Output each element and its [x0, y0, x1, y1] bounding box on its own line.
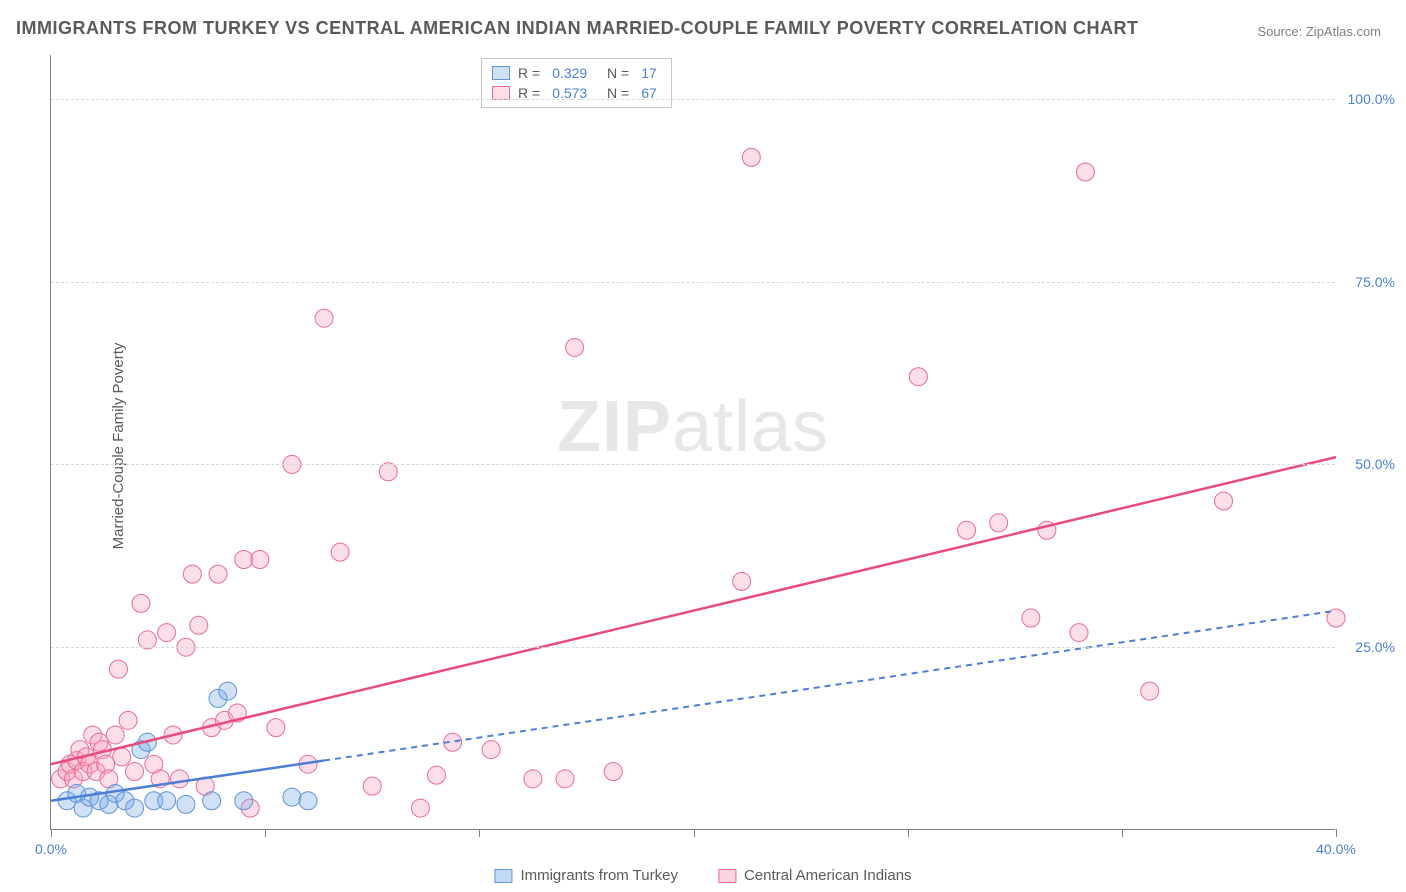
x-tick-label: 40.0% — [1316, 841, 1356, 857]
data-point — [1076, 163, 1094, 181]
gridline — [51, 99, 1335, 100]
data-point — [958, 521, 976, 539]
x-tick — [265, 829, 266, 837]
x-tick — [1122, 829, 1123, 837]
data-point — [1022, 609, 1040, 627]
data-point — [411, 799, 429, 817]
data-point — [126, 799, 144, 817]
legend-n-value: 17 — [641, 65, 657, 81]
data-point — [183, 565, 201, 583]
legend-series-label: Central American Indians — [744, 867, 912, 884]
data-point — [119, 711, 137, 729]
legend-r-label: R = — [518, 65, 540, 81]
x-tick — [1336, 829, 1337, 837]
data-point — [219, 682, 237, 700]
data-point — [363, 777, 381, 795]
data-point — [524, 770, 542, 788]
data-point — [299, 792, 317, 810]
chart-title: IMMIGRANTS FROM TURKEY VS CENTRAL AMERIC… — [16, 18, 1139, 39]
x-tick-label: 0.0% — [35, 841, 67, 857]
data-point — [106, 726, 124, 744]
data-point — [109, 660, 127, 678]
gridline — [51, 647, 1335, 648]
data-point — [267, 719, 285, 737]
data-point — [331, 543, 349, 561]
data-point — [251, 550, 269, 568]
x-tick — [51, 829, 52, 837]
data-point — [283, 788, 301, 806]
legend-swatch — [718, 869, 736, 883]
gridline — [51, 282, 1335, 283]
source-label: Source: ZipAtlas.com — [1257, 24, 1381, 39]
x-tick — [479, 829, 480, 837]
plot-area: ZIPatlas R =0.329 N =17R =0.573 N =67 25… — [50, 55, 1335, 830]
legend-correlation: R = 0.329 N = 17 R =0.573 N =67 — [481, 58, 672, 108]
legend-n-label: N = — [599, 65, 629, 81]
data-point — [428, 766, 446, 784]
y-tick-label: 100.0% — [1348, 91, 1395, 107]
chart-svg — [51, 55, 1335, 829]
data-point — [203, 792, 221, 810]
legend-correlation-row: R = 0.329 N = 17 — [492, 63, 661, 83]
data-point — [733, 572, 751, 590]
trend-line-dashed — [324, 611, 1336, 761]
data-point — [235, 550, 253, 568]
x-tick — [694, 829, 695, 837]
data-point — [126, 763, 144, 781]
y-tick-label: 75.0% — [1355, 274, 1395, 290]
data-point — [132, 594, 150, 612]
data-point — [742, 148, 760, 166]
legend-swatch — [492, 66, 510, 80]
data-point — [1215, 492, 1233, 510]
legend-series-item: Immigrants from Turkey — [494, 867, 678, 884]
legend-correlation-row: R =0.573 N =67 — [492, 83, 661, 103]
legend-r-value: 0.329 — [552, 65, 587, 81]
data-point — [556, 770, 574, 788]
legend-series: Immigrants from Turkey Central American I… — [494, 867, 911, 884]
chart-container: IMMIGRANTS FROM TURKEY VS CENTRAL AMERIC… — [0, 0, 1406, 892]
y-tick-label: 50.0% — [1355, 456, 1395, 472]
data-point — [190, 616, 208, 634]
data-point — [604, 763, 622, 781]
data-point — [235, 792, 253, 810]
data-point — [209, 565, 227, 583]
data-point — [1141, 682, 1159, 700]
trend-line — [51, 457, 1336, 764]
gridline — [51, 464, 1335, 465]
data-point — [158, 624, 176, 642]
data-point — [177, 795, 195, 813]
data-point — [1070, 624, 1088, 642]
legend-swatch — [494, 869, 512, 883]
data-point — [113, 748, 131, 766]
data-point — [379, 463, 397, 481]
data-point — [566, 338, 584, 356]
legend-series-label: Immigrants from Turkey — [520, 867, 678, 884]
data-point — [909, 368, 927, 386]
data-point — [990, 514, 1008, 532]
data-point — [482, 741, 500, 759]
y-tick-label: 25.0% — [1355, 639, 1395, 655]
data-point — [158, 792, 176, 810]
x-tick — [908, 829, 909, 837]
legend-series-item: Central American Indians — [718, 867, 912, 884]
data-point — [138, 631, 156, 649]
data-point — [171, 770, 189, 788]
data-point — [315, 309, 333, 327]
